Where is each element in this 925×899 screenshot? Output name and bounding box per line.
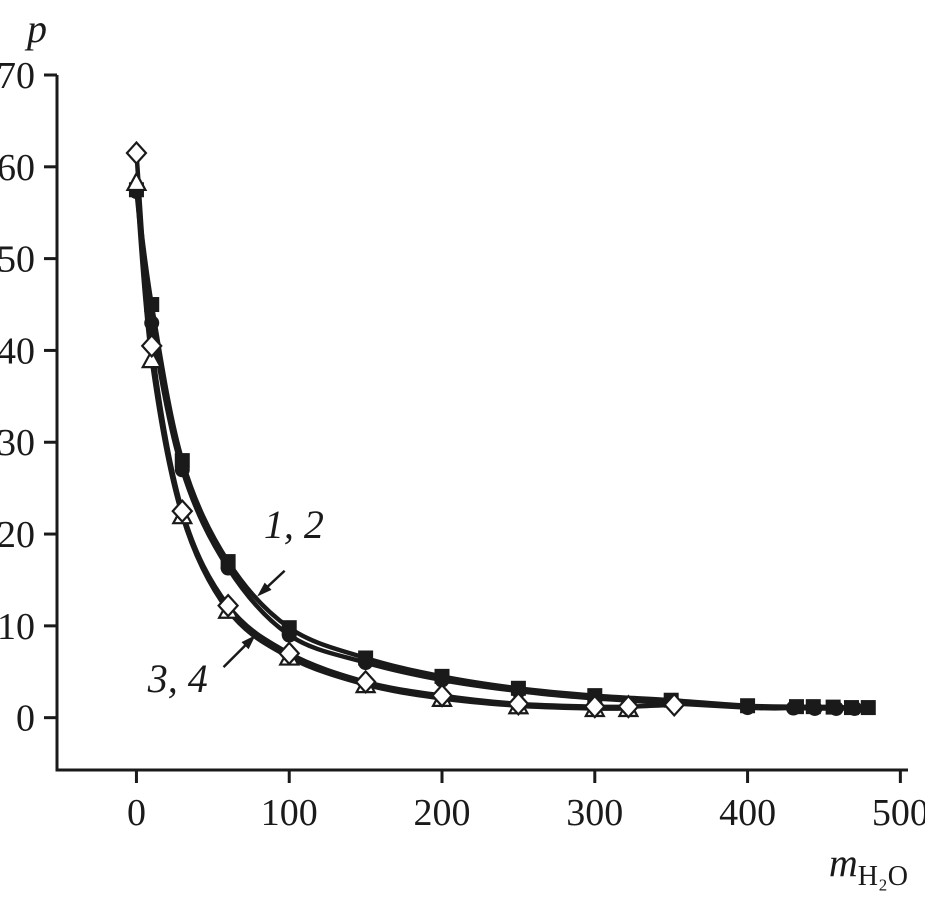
series-3-open-diamond-marker — [507, 691, 530, 717]
series-3-open-diamond-marker — [663, 692, 686, 717]
axes — [55, 75, 908, 772]
annotation-label-1-2: 1, 2 — [264, 502, 324, 547]
y-tick-label: 10 — [0, 606, 35, 648]
series-2-filled-circle-marker — [281, 627, 297, 643]
series-3-open-diamond-marker — [217, 593, 240, 618]
series-3-open-diamond-marker — [354, 669, 377, 695]
series-2-filled-circle-marker — [807, 700, 823, 716]
annotation-arrow-head-3-4 — [241, 635, 256, 650]
series-3-open-diamond-marker — [140, 333, 163, 358]
x-tick-label: 500 — [872, 792, 925, 834]
series-3-open-diamond-marker — [431, 683, 453, 708]
series-2-filled-circle-marker — [828, 700, 844, 716]
x-tick-label: 400 — [719, 792, 776, 834]
x-tick-label: 100 — [261, 792, 318, 834]
series-2-filled-circle-marker — [740, 700, 756, 716]
y-tick-label: 20 — [0, 514, 35, 556]
series-2-filled-circle-marker — [174, 462, 190, 478]
series-2-filled-circle-marker — [785, 700, 801, 716]
y-tick-label: 50 — [0, 239, 35, 281]
series-4-open-triangle-marker — [125, 171, 148, 192]
y-axis-label: p — [24, 6, 47, 51]
series-2-filled-circle-marker — [434, 672, 450, 688]
series-1-filled-square-marker — [144, 297, 160, 313]
series-2-line — [134, 189, 857, 711]
y-tick-label: 70 — [0, 55, 35, 97]
series-3-open-diamond-marker — [171, 498, 194, 524]
series-2-filled-circle-marker — [847, 700, 863, 716]
annotation-arrow-line-3-4 — [222, 641, 249, 669]
series-2-filled-circle-marker — [510, 683, 526, 699]
annotation-label-3-4: 3, 4 — [147, 656, 208, 701]
series-3-open-diamond-marker — [278, 641, 301, 666]
y-tick-label: 60 — [0, 147, 35, 189]
x-tick-label: 300 — [566, 792, 623, 834]
series-2-filled-circle-marker — [144, 315, 160, 331]
series-4-open-triangle-marker — [140, 348, 163, 369]
x-tick-label: 0 — [127, 792, 146, 834]
x-tick-label: 200 — [414, 792, 471, 834]
series-3-open-diamond-marker — [617, 694, 640, 719]
annotation-arrow-line-1-2 — [264, 569, 286, 590]
series-2-filled-circle-marker — [358, 655, 374, 671]
series-3-open-diamond-marker — [125, 140, 148, 166]
y-tick-label: 0 — [16, 698, 35, 740]
x-axis-label: mH₂O — [829, 840, 908, 892]
series-4-line — [134, 180, 631, 711]
y-tick-label: 30 — [0, 422, 35, 464]
series-3-line — [134, 150, 677, 710]
series-3-open-diamond-marker — [583, 694, 606, 719]
annotation-arrow-head-1-2 — [257, 582, 272, 597]
y-tick-label: 40 — [0, 330, 35, 372]
series-2-filled-circle-marker — [220, 560, 236, 576]
series-1-filled-square-marker — [860, 700, 876, 716]
